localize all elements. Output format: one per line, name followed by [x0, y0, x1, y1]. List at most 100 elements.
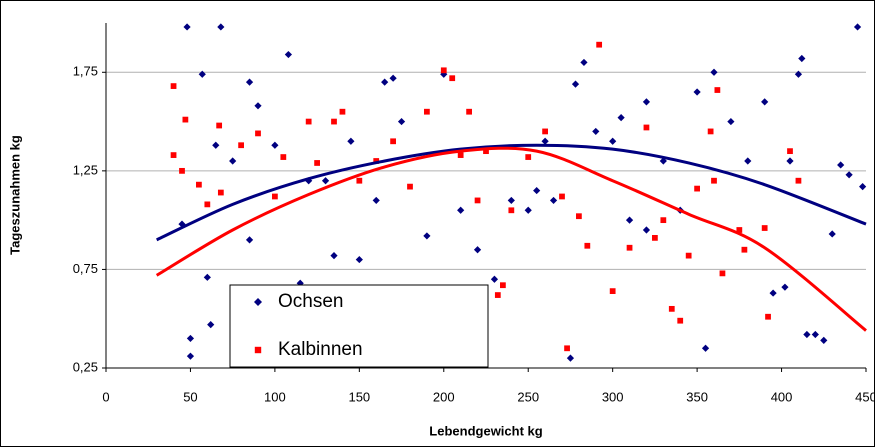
point	[761, 225, 768, 231]
point	[457, 206, 465, 214]
point	[212, 141, 220, 149]
point	[765, 313, 771, 320]
point	[280, 154, 287, 160]
point	[769, 289, 777, 297]
y-tick-label: 0,25	[73, 359, 98, 374]
point	[859, 183, 867, 191]
point	[255, 130, 261, 137]
point	[494, 292, 501, 298]
point	[347, 137, 355, 145]
point	[229, 157, 237, 165]
x-tick-label: 0	[102, 389, 109, 404]
point	[284, 50, 292, 59]
point	[617, 114, 625, 122]
x-tick-label: 150	[348, 389, 370, 404]
point	[305, 118, 312, 125]
point	[853, 23, 862, 31]
point	[356, 177, 363, 184]
point	[564, 345, 570, 352]
point	[761, 98, 769, 106]
point	[710, 68, 718, 76]
point	[508, 207, 515, 214]
legend-marker	[254, 298, 262, 306]
point	[609, 288, 616, 294]
point	[811, 330, 819, 339]
point	[694, 185, 700, 192]
point	[245, 236, 254, 244]
point	[373, 158, 380, 164]
point	[473, 246, 482, 254]
point	[217, 189, 224, 196]
point	[707, 128, 714, 135]
point	[625, 216, 634, 224]
point	[389, 74, 397, 82]
point	[196, 181, 202, 188]
point	[271, 141, 279, 149]
point	[626, 244, 633, 251]
point	[659, 157, 667, 165]
point	[643, 124, 650, 131]
point	[183, 23, 191, 31]
y-tick-label: 0,75	[73, 261, 98, 276]
point	[186, 352, 195, 360]
point	[727, 117, 735, 126]
point	[609, 137, 617, 145]
point	[449, 75, 456, 82]
point	[828, 230, 836, 238]
point	[714, 87, 721, 93]
point	[203, 273, 211, 281]
x-tick-label: 350	[686, 389, 708, 404]
point	[254, 102, 262, 110]
point	[787, 148, 793, 155]
point	[525, 154, 532, 160]
point	[652, 235, 658, 241]
point	[781, 283, 789, 291]
point	[321, 177, 330, 185]
point	[642, 98, 651, 106]
point	[820, 336, 828, 344]
point	[845, 171, 853, 179]
point	[355, 255, 363, 264]
point	[182, 116, 189, 123]
point	[584, 242, 591, 249]
point	[245, 78, 254, 86]
point	[216, 122, 223, 129]
y-axis-title: Tageszunahmen kg	[7, 135, 22, 255]
x-tick-label: 300	[602, 389, 624, 404]
point	[466, 108, 472, 115]
point	[571, 80, 580, 88]
x-tick-label: 450	[855, 389, 875, 404]
point	[786, 157, 794, 165]
point	[576, 213, 582, 220]
x-tick-label: 50	[183, 389, 197, 404]
point	[179, 167, 185, 174]
point	[204, 201, 211, 208]
trend-line	[155, 146, 867, 332]
point	[314, 160, 320, 166]
point	[642, 226, 651, 234]
point	[580, 58, 588, 67]
point	[390, 138, 396, 145]
point	[794, 70, 803, 78]
point	[559, 193, 565, 200]
point	[549, 196, 558, 205]
point	[372, 196, 380, 205]
point	[596, 41, 603, 48]
legend-label: Ochsen	[278, 291, 343, 312]
point	[272, 193, 278, 200]
point	[542, 128, 548, 135]
point	[217, 23, 225, 31]
trend-line	[156, 143, 867, 242]
x-tick-label: 200	[433, 389, 455, 404]
point	[566, 354, 575, 362]
point	[331, 118, 337, 125]
point	[685, 252, 692, 259]
point	[701, 344, 710, 352]
point	[238, 142, 244, 149]
point	[483, 148, 489, 155]
point	[198, 70, 206, 78]
point	[693, 88, 701, 96]
point	[741, 246, 748, 253]
